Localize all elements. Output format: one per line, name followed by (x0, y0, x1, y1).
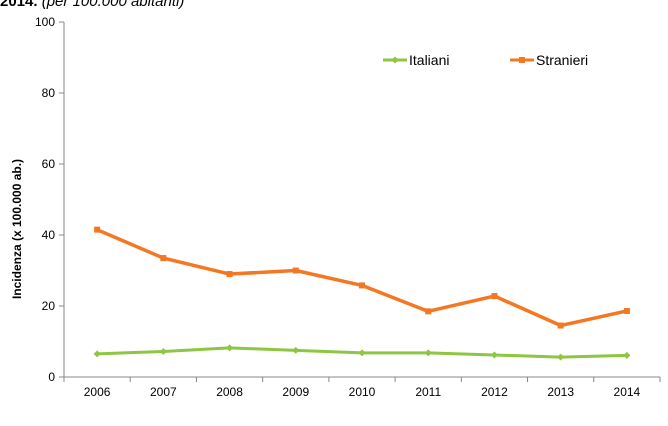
data-point-italiani (292, 346, 300, 354)
y-tick-label: 40 (42, 228, 56, 242)
series-line-stranieri (96, 228, 628, 328)
series-stranieri (94, 226, 630, 329)
legend: Italiani Stranieri (383, 52, 588, 68)
y-tick-label: 0 (48, 370, 55, 384)
data-point-stranieri (491, 293, 498, 300)
y-axis-label: Incidenza (x 100.000 ab.) (10, 159, 24, 299)
x-tick-label: 2007 (150, 385, 177, 399)
data-point-stranieri (623, 307, 630, 314)
y-tick-label: 100 (35, 15, 55, 29)
data-point-stranieri (557, 322, 564, 329)
series-lines (93, 226, 631, 361)
legend-marker-italiani (391, 56, 399, 64)
legend-marker-stranieri (519, 57, 525, 63)
data-point-stranieri (226, 271, 233, 278)
caption-year: 2014. (0, 0, 38, 10)
x-tick-label: 2009 (282, 385, 309, 399)
axes (59, 21, 661, 382)
legend-item-stranieri: Stranieri (510, 52, 588, 68)
data-point-italiani (424, 349, 432, 357)
legend-item-italiani: Italiani (383, 52, 449, 68)
x-tick-label: 2013 (547, 385, 574, 399)
data-point-italiani (93, 350, 101, 358)
legend-label-italiani: Italiani (409, 52, 449, 68)
legend-label-stranieri: Stranieri (536, 52, 588, 68)
x-tick-label: 2008 (216, 385, 243, 399)
data-point-stranieri (425, 308, 432, 315)
data-point-italiani (623, 351, 631, 359)
x-tick-label: 2012 (481, 385, 508, 399)
chart-caption: 2014. (per 100.000 abitanti) (0, 0, 184, 10)
data-point-italiani (358, 349, 366, 357)
y-tick-label: 80 (42, 86, 56, 100)
data-point-italiani (557, 353, 565, 361)
y-tick-label: 20 (42, 299, 56, 313)
tick-labels: 0 20 40 60 80 100 2006 2007 2008 2009 2010 2011 2012… (35, 15, 641, 399)
x-tick-label: 2006 (84, 385, 111, 399)
caption-unit: (per 100.000 abitanti) (41, 0, 185, 10)
x-tick-label: 2014 (614, 385, 641, 399)
data-point-italiani (226, 344, 234, 352)
data-point-italiani (490, 351, 498, 359)
data-point-stranieri (160, 255, 167, 262)
x-tick-label: 2010 (349, 385, 376, 399)
y-tick-label: 60 (42, 157, 56, 171)
x-tick-label: 2011 (415, 385, 441, 399)
data-point-stranieri (94, 226, 101, 233)
series-italiani (93, 344, 631, 361)
data-point-stranieri (359, 282, 365, 289)
data-point-stranieri (292, 267, 299, 274)
data-point-italiani (159, 347, 167, 355)
